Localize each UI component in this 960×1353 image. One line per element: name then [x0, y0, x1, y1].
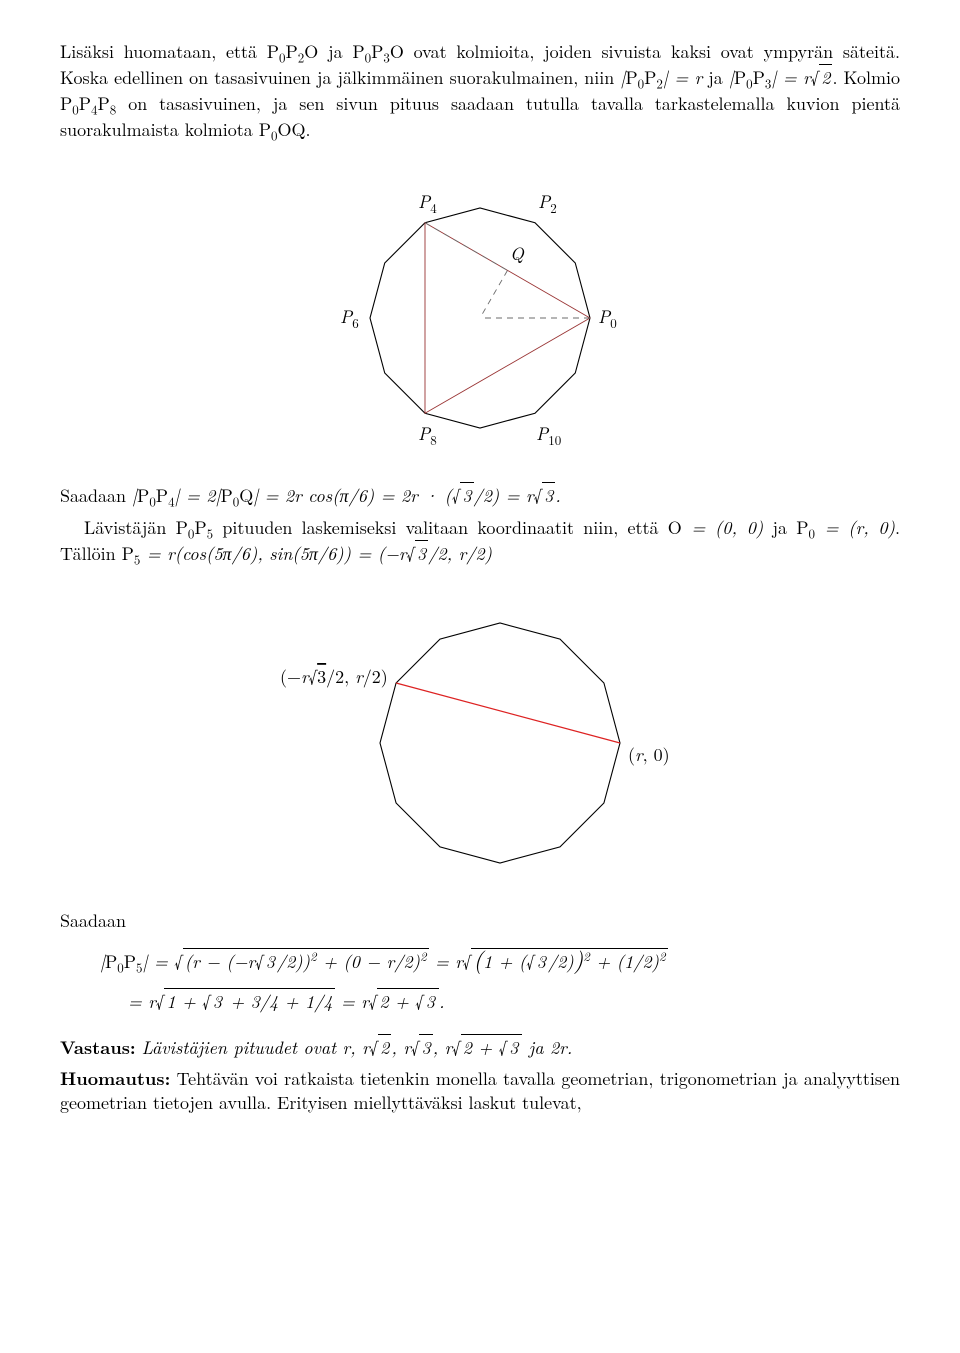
- label-p4: P4: [418, 189, 437, 217]
- dashed-q-o: [480, 271, 508, 319]
- figure-1: P4 P2 P6 P0 P8 P10 Q: [60, 168, 900, 458]
- seg-p0oq: P0OQ: [259, 117, 306, 142]
- label-p6: P6: [340, 304, 359, 332]
- seg-p0r0: P0 = (r, 0): [796, 515, 895, 540]
- label-p0: P0: [598, 304, 617, 332]
- huom-text: Tehtävän voi ratkaista tietenkin monella…: [60, 1066, 900, 1115]
- p1f: on tasasivuinen, ja sen sivun pituus saa…: [60, 91, 900, 142]
- label-p2: P2: [538, 189, 557, 217]
- label-q: Q: [510, 241, 525, 266]
- p1d: ja: [708, 65, 729, 90]
- p3a: Lävistäjän: [84, 515, 176, 540]
- paragraph-1: Lisäksi huomataan, että P0P2O ja P0P3O o…: [60, 40, 900, 144]
- seg-absp0p2: |P0P2| = r: [620, 65, 702, 90]
- paragraph-4: Saadaan: [60, 909, 900, 933]
- huom-label: Huomautus:: [60, 1066, 170, 1091]
- label-p10: P10: [536, 421, 561, 449]
- huom-line: Huomautus: Tehtävän voi ratkaista tieten…: [60, 1067, 900, 1116]
- vastaus-text: Lävistäjien pituudet ovat r, r2, r3, r2 …: [142, 1034, 573, 1060]
- p2a: Saadaan: [60, 483, 132, 508]
- paragraph-3: Lävistäjän P0P5 pituuden laskemiseksi va…: [60, 516, 900, 568]
- vastaus-line: Vastaus: Lävistäjien pituudet ovat r, r2…: [60, 1036, 900, 1060]
- seg-p0p2o: P0P2O: [267, 39, 319, 64]
- eq-line1: |P0P5| = (r − (−r3/2))2 + (0 − r/2)2 = r…: [100, 943, 900, 976]
- seg-p0p3o: P0P3O: [352, 39, 404, 64]
- vastaus-label: Vastaus:: [60, 1035, 136, 1060]
- seg-absp0p3: |P0P3| = r2: [729, 65, 833, 90]
- dashed-p4-q: [425, 223, 508, 271]
- p1a: Lisäksi huomataan, että: [60, 39, 267, 64]
- label-l2: (r, 0): [628, 742, 670, 767]
- label-l1: (−r√3/2, r/2): [280, 664, 388, 689]
- seg-p0p4p8: P0P4P8: [60, 91, 116, 116]
- p1g: .: [306, 117, 311, 142]
- eq-saadaan1: |P0P4| = 2|P0Q| = 2r cos(π/6) = 2r · (3/…: [132, 483, 561, 508]
- seg-o: O = (0, 0): [668, 515, 764, 540]
- p3c: ja: [773, 515, 797, 540]
- p1e: . Kolmio: [832, 65, 900, 90]
- seg-p0p5: P0P5: [176, 515, 214, 540]
- p3b: pituuden laskemiseksi valitaan koordinaa…: [222, 515, 667, 540]
- paragraph-2: Saadaan |P0P4| = 2|P0Q| = 2r cos(π/6) = …: [60, 484, 900, 510]
- p1b: ja: [328, 39, 352, 64]
- label-p8: P8: [418, 421, 437, 449]
- eq-line2: = r1 + 3 + 3/4 + 1/4 = r2 + 3.: [128, 990, 900, 1014]
- seg-p5eq: P5 = r(cos(5π/6), sin(5π/6)) = (−r3/2, r…: [122, 541, 492, 566]
- figure-2: (−r√3/2, r/2) (r, 0) [data-name="dodecag…: [60, 593, 900, 883]
- chord-p0p5: [396, 683, 620, 743]
- dodecagon-2b: [380, 623, 620, 863]
- equation-block: |P0P5| = (r − (−r3/2))2 + (0 − r/2)2 = r…: [100, 943, 900, 1014]
